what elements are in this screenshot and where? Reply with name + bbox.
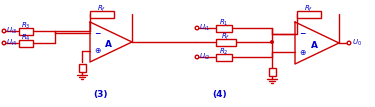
Circle shape (270, 40, 274, 44)
Circle shape (2, 41, 6, 45)
Text: −: − (299, 29, 305, 38)
Bar (19, 39, 33, 47)
Text: $U_{i3}$: $U_{i3}$ (6, 26, 17, 36)
Text: (3): (3) (93, 91, 107, 100)
Text: A: A (311, 41, 318, 50)
Text: $R_3$: $R_3$ (21, 21, 31, 31)
Circle shape (195, 26, 199, 30)
Bar (297, 10, 321, 18)
Text: $U_0$: $U_0$ (352, 38, 362, 48)
Text: $R_4$: $R_4$ (21, 33, 31, 43)
Text: ⊕: ⊕ (94, 46, 100, 55)
Circle shape (347, 41, 351, 45)
Bar (216, 25, 232, 31)
Circle shape (2, 29, 6, 33)
Text: $R_1$: $R_1$ (219, 18, 229, 28)
Text: $U_{i2}$: $U_{i2}$ (199, 52, 210, 62)
Text: $R_f$: $R_f$ (221, 32, 231, 42)
Circle shape (195, 55, 199, 59)
Bar (19, 27, 33, 34)
Bar (216, 39, 236, 45)
Text: $R_2$: $R_2$ (219, 47, 229, 57)
Bar (78, 64, 86, 72)
Bar (268, 68, 276, 76)
Bar (90, 10, 114, 18)
Text: $R_f$: $R_f$ (98, 4, 106, 14)
Text: (4): (4) (213, 91, 227, 100)
Text: $U_{i4}$: $U_{i4}$ (6, 38, 17, 48)
Text: ⊕: ⊕ (299, 48, 305, 57)
Text: A: A (105, 39, 112, 48)
Text: −: − (94, 29, 100, 38)
Bar (216, 54, 232, 60)
Text: $R_f$: $R_f$ (304, 4, 313, 14)
Text: $U_{i1}$: $U_{i1}$ (199, 23, 210, 33)
